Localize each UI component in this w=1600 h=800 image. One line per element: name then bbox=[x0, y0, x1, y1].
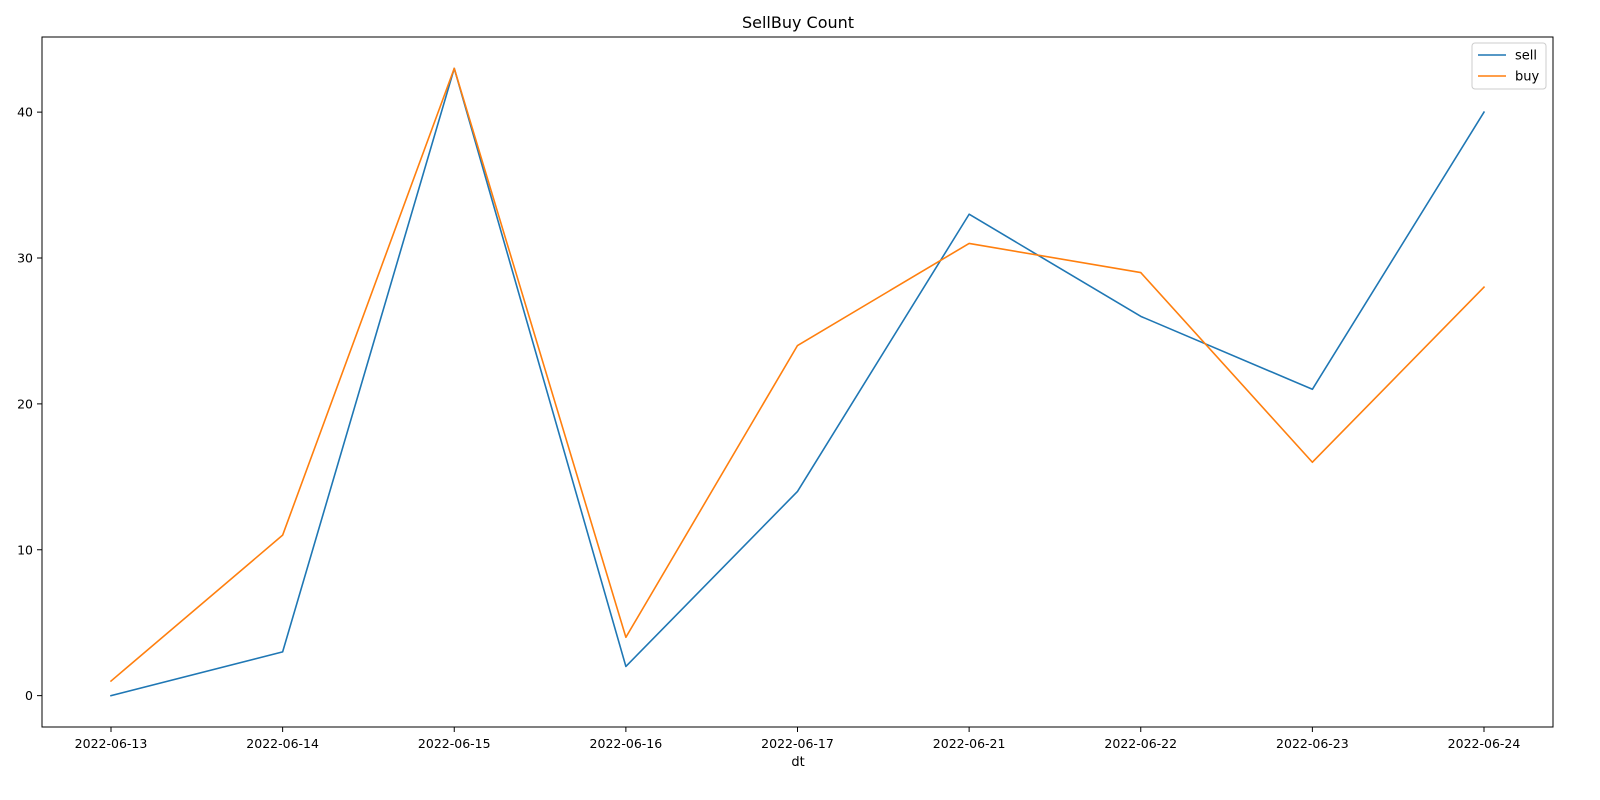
x-axis: 2022-06-13 2022-06-14 2022-06-15 2022-06-16… bbox=[75, 727, 1521, 751]
x-tick-label: 2022-06-22 bbox=[1104, 736, 1177, 751]
x-tick-label: 2022-06-16 bbox=[590, 736, 663, 751]
chart-title: SellBuy Count bbox=[742, 13, 854, 32]
x-tick-label: 2022-06-13 bbox=[75, 736, 148, 751]
y-tick-label: 40 bbox=[17, 105, 33, 120]
x-tick-label: 2022-06-15 bbox=[418, 736, 491, 751]
y-tick-label: 0 bbox=[25, 688, 33, 703]
legend: sell buy bbox=[1471, 42, 1547, 90]
series-layer bbox=[109, 67, 1486, 697]
series-line-buy bbox=[109, 67, 1486, 683]
x-tick-label: 2022-06-23 bbox=[1276, 736, 1349, 751]
x-tick-label: 2022-06-24 bbox=[1448, 736, 1521, 751]
series-line-sell bbox=[110, 67, 1486, 697]
y-tick-label: 20 bbox=[17, 396, 33, 411]
legend-label-buy: buy bbox=[1515, 70, 1539, 85]
x-tick-label: 2022-06-21 bbox=[933, 736, 1006, 751]
y-axis: 0 10 20 30 40 bbox=[17, 105, 42, 703]
y-tick-label: 10 bbox=[17, 542, 33, 557]
legend-label-sell: sell bbox=[1515, 49, 1537, 64]
x-axis-label: dt bbox=[791, 755, 804, 770]
x-tick-label: 2022-06-14 bbox=[246, 736, 319, 751]
y-tick-label: 30 bbox=[17, 251, 33, 266]
x-tick-label: 2022-06-17 bbox=[761, 736, 834, 751]
